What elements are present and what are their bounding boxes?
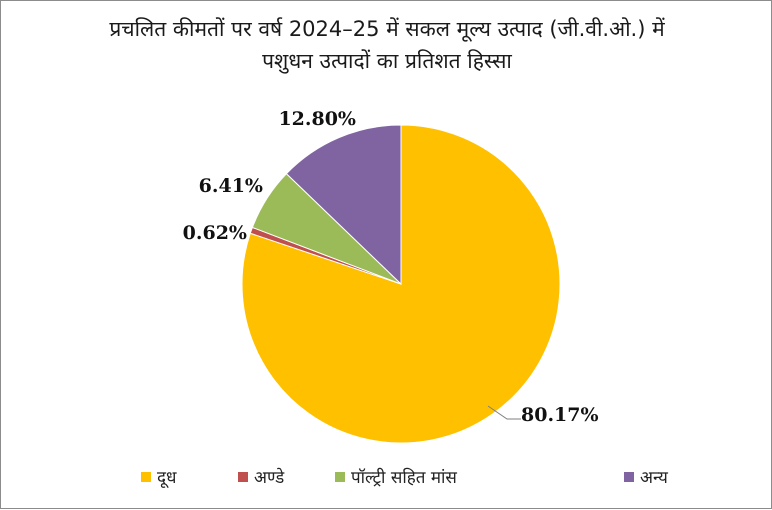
pie-slice-other: [285, 124, 402, 286]
data-label-other: 12.80%: [278, 108, 356, 130]
legend-label-eggs: अण्डे: [254, 468, 285, 488]
legend-swatch-other: [624, 471, 634, 482]
legend-swatch-milk: [141, 471, 151, 482]
leader-line-milk: [487, 405, 521, 420]
chart-title-line-2: पशुधन उत्पादों का प्रतिशत हिस्सा: [262, 49, 512, 73]
legend-label-meat: पॉल्ट्री सहित मांस: [351, 468, 457, 488]
chart-title: प्रचलित कीमतों पर वर्ष 2024–25 में सकल म…: [1, 13, 772, 77]
legend-label-milk: दूध: [157, 468, 177, 488]
chart-title-line-1: प्रचलित कीमतों पर वर्ष 2024–25 में सकल म…: [109, 17, 665, 41]
data-label-milk: 80.17%: [521, 404, 599, 426]
legend-label-other: अन्य: [640, 468, 668, 488]
legend-swatch-meat: [335, 471, 345, 482]
legend-item-milk: दूध: [141, 465, 176, 488]
chart-legend: दूध अण्डे पॉल्ट्री सहित मांस अन्य: [1, 463, 772, 491]
data-label-meat: 6.41%: [199, 175, 263, 197]
legend-item-eggs: अण्डे: [238, 465, 284, 488]
legend-item-other: अन्य: [624, 465, 668, 488]
data-label-eggs: 0.62%: [183, 222, 247, 244]
legend-swatch-eggs: [238, 471, 248, 482]
legend-item-meat: पॉल्ट्री सहित मांस: [335, 465, 457, 488]
